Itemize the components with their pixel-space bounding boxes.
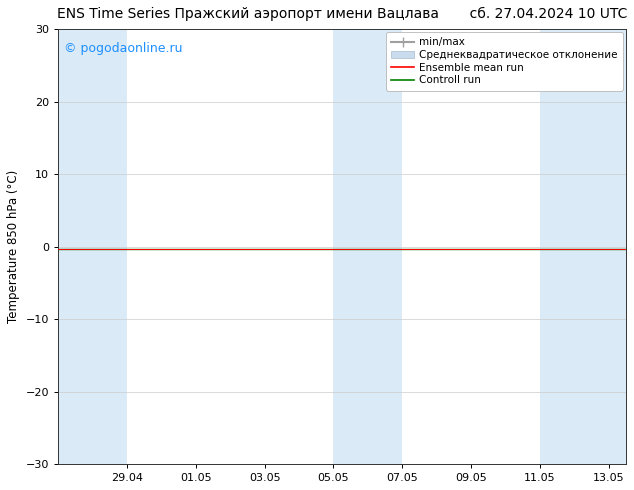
Bar bbox=[333, 29, 403, 464]
Title: ENS Time Series Пражский аэропорт имени Вацлава       сб. 27.04.2024 10 UTC: ENS Time Series Пражский аэропорт имени … bbox=[57, 7, 627, 21]
Text: © pogodaonline.ru: © pogodaonline.ru bbox=[63, 42, 182, 55]
Bar bbox=[58, 29, 127, 464]
Bar bbox=[540, 29, 626, 464]
Legend: min/max, Среднеквадратическое отклонение, Ensemble mean run, Controll run: min/max, Среднеквадратическое отклонение… bbox=[386, 32, 623, 91]
Y-axis label: Temperature 850 hPa (°C): Temperature 850 hPa (°C) bbox=[7, 170, 20, 323]
